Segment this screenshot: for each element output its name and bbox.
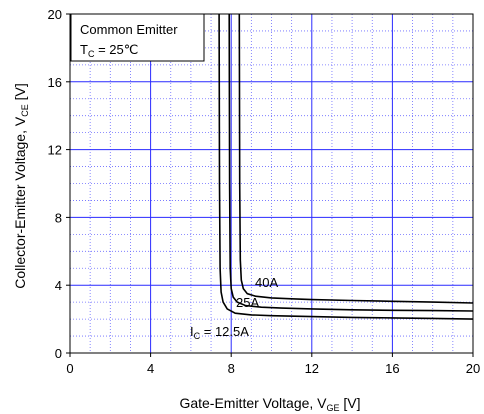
y-tick-label: 0 [55, 346, 62, 361]
curve-label-25a: 25A [236, 295, 259, 310]
curve-label-40a: 40A [255, 275, 278, 290]
grid [70, 14, 473, 353]
legend-line-2: TC = 25℃ [80, 42, 138, 59]
x-tick-label: 0 [66, 361, 73, 376]
y-tick-label: 20 [48, 7, 62, 22]
y-axis-title: Collector-Emitter Voltage, VCE [V] [12, 83, 30, 289]
legend-line-1: Common Emitter [80, 22, 178, 37]
curves [218, 13, 474, 320]
series-line-25a [228, 13, 474, 312]
x-axis-title: Gate-Emitter Voltage, VGE [V] [179, 395, 360, 413]
legend-box-frame [70, 13, 205, 62]
x-tick-label: 16 [385, 361, 399, 376]
x-tick-label: 4 [147, 361, 154, 376]
legend-box: Common Emitter TC = 25℃ [70, 13, 205, 62]
y-ticks: 0 4 8 12 16 20 [48, 7, 70, 361]
plot-frame [69, 13, 474, 354]
curve-labels: 40A 25A IC = 12.5A [190, 275, 278, 341]
x-tick-label: 12 [305, 361, 319, 376]
x-tick-label: 8 [228, 361, 235, 376]
y-tick-label: 16 [48, 75, 62, 90]
curve-label-12-5a: IC = 12.5A [190, 324, 249, 341]
x-tick-label: 20 [466, 361, 480, 376]
series-line-40a [238, 13, 474, 304]
y-tick-label: 8 [55, 210, 62, 225]
x-ticks: 0 4 8 12 16 20 [66, 353, 480, 376]
y-tick-label: 4 [55, 278, 62, 293]
series-line-12-5a [218, 13, 474, 320]
y-tick-label: 12 [48, 143, 62, 158]
